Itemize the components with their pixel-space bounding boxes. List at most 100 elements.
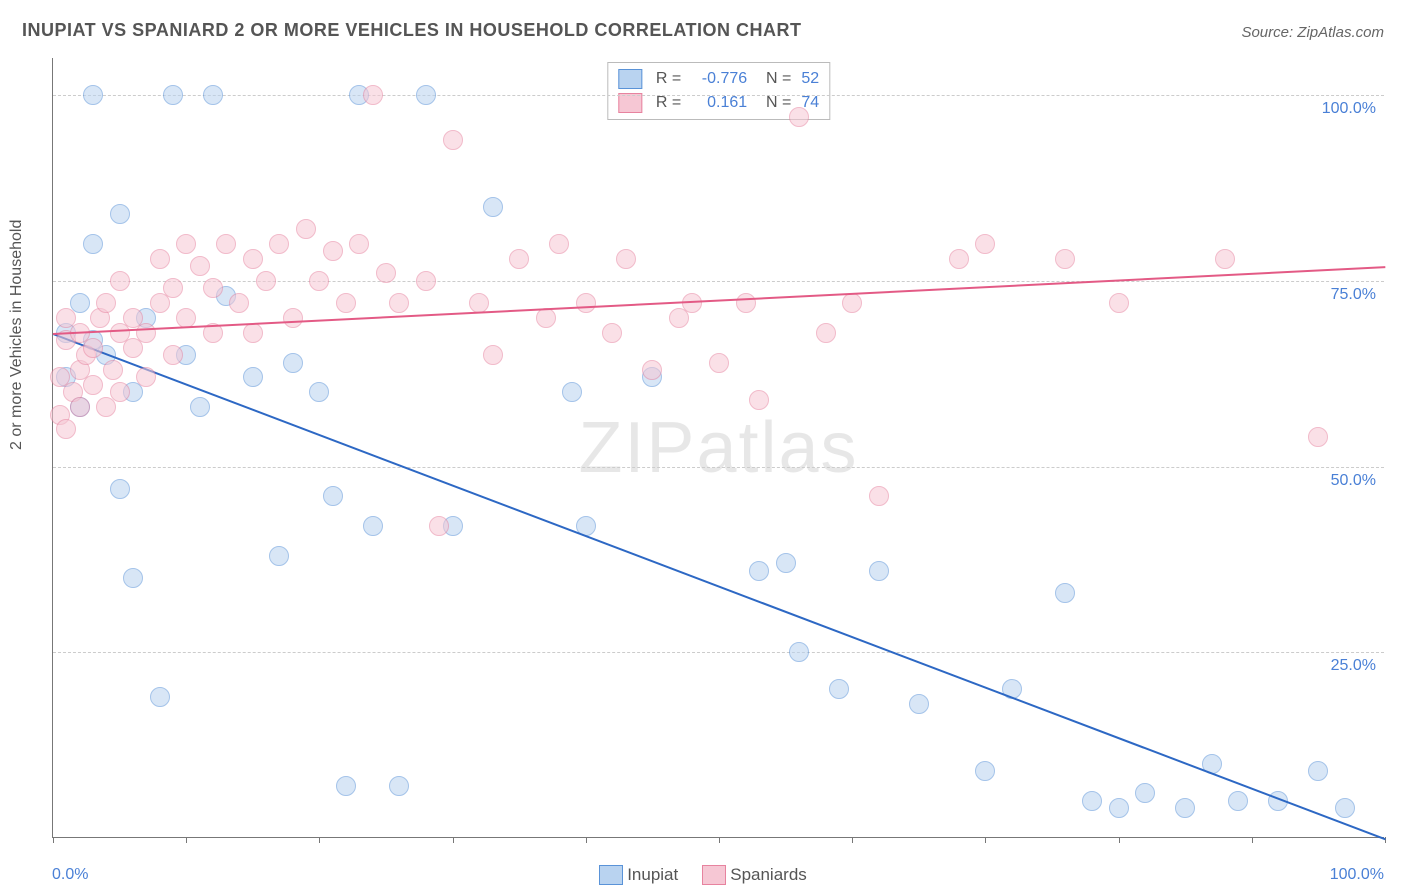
data-point [909, 694, 929, 714]
data-point [1175, 798, 1195, 818]
data-point [816, 323, 836, 343]
y-tick-label: 50.0% [1331, 472, 1376, 490]
data-point [110, 382, 130, 402]
legend-item: Inupiat [599, 865, 678, 885]
data-point [256, 271, 276, 291]
data-point [1228, 791, 1248, 811]
data-point [975, 761, 995, 781]
data-point [70, 397, 90, 417]
data-point [110, 204, 130, 224]
data-point [869, 486, 889, 506]
data-point [536, 308, 556, 328]
data-point [1055, 249, 1075, 269]
chart-title: INUPIAT VS SPANIARD 2 OR MORE VEHICLES I… [22, 20, 802, 41]
data-point [323, 241, 343, 261]
data-point [123, 568, 143, 588]
data-point [203, 278, 223, 298]
legend-r-label: R = [656, 70, 681, 88]
legend-n-label: N = [757, 70, 791, 88]
x-tick [1252, 837, 1253, 843]
data-point [83, 375, 103, 395]
trend-line [53, 266, 1385, 335]
data-point [309, 271, 329, 291]
data-point [1082, 791, 1102, 811]
y-tick-label: 100.0% [1322, 100, 1376, 118]
data-point [376, 263, 396, 283]
data-point [642, 360, 662, 380]
data-point [1055, 583, 1075, 603]
data-point [269, 234, 289, 254]
data-point [336, 776, 356, 796]
legend-r-value: 0.161 [691, 94, 747, 112]
data-point [163, 85, 183, 105]
series-legend: Inupiat Spaniards [0, 865, 1406, 890]
data-point [842, 293, 862, 313]
gridline [53, 467, 1384, 468]
data-point [243, 249, 263, 269]
legend-item: Spaniards [702, 865, 807, 885]
data-point [309, 382, 329, 402]
data-point [363, 85, 383, 105]
data-point [163, 278, 183, 298]
y-tick-label: 25.0% [1331, 657, 1376, 675]
legend-r-value: -0.776 [691, 70, 747, 88]
data-point [1308, 761, 1328, 781]
legend-swatch [618, 69, 642, 89]
data-point [975, 234, 995, 254]
data-point [56, 419, 76, 439]
data-point [243, 367, 263, 387]
data-point [483, 345, 503, 365]
data-point [136, 367, 156, 387]
data-point [749, 390, 769, 410]
data-point [96, 293, 116, 313]
data-point [483, 197, 503, 217]
data-point [829, 679, 849, 699]
data-point [243, 323, 263, 343]
data-point [190, 397, 210, 417]
data-point [416, 85, 436, 105]
data-point [1215, 249, 1235, 269]
data-point [83, 338, 103, 358]
data-point [349, 234, 369, 254]
data-point [749, 561, 769, 581]
gridline [53, 95, 1384, 96]
data-point [150, 249, 170, 269]
data-point [562, 382, 582, 402]
legend-row: R = -0.776 N = 52 [618, 67, 819, 91]
data-point [176, 234, 196, 254]
x-tick [1119, 837, 1120, 843]
data-point [283, 353, 303, 373]
x-tick [852, 837, 853, 843]
x-tick [453, 837, 454, 843]
data-point [83, 234, 103, 254]
legend-label: Inupiat [627, 865, 678, 885]
data-point [190, 256, 210, 276]
data-point [1109, 293, 1129, 313]
data-point [709, 353, 729, 373]
data-point [469, 293, 489, 313]
x-tick-label-right: 100.0% [1330, 866, 1384, 884]
data-point [136, 323, 156, 343]
y-tick-label: 75.0% [1331, 286, 1376, 304]
x-tick [586, 837, 587, 843]
data-point [336, 293, 356, 313]
data-point [1308, 427, 1328, 447]
gridline [53, 652, 1384, 653]
data-point [509, 249, 529, 269]
legend-swatch [599, 865, 623, 885]
data-point [110, 271, 130, 291]
data-point [416, 271, 436, 291]
data-point [389, 293, 409, 313]
data-point [203, 85, 223, 105]
data-point [429, 516, 449, 536]
data-point [83, 85, 103, 105]
source-attribution: Source: ZipAtlas.com [1241, 24, 1384, 41]
y-axis-label: 2 or more Vehicles in Household [8, 220, 26, 450]
data-point [150, 687, 170, 707]
data-point [1335, 798, 1355, 818]
data-point [776, 553, 796, 573]
legend-swatch [702, 865, 726, 885]
x-tick [319, 837, 320, 843]
data-point [323, 486, 343, 506]
legend-n-value: 52 [801, 70, 819, 88]
